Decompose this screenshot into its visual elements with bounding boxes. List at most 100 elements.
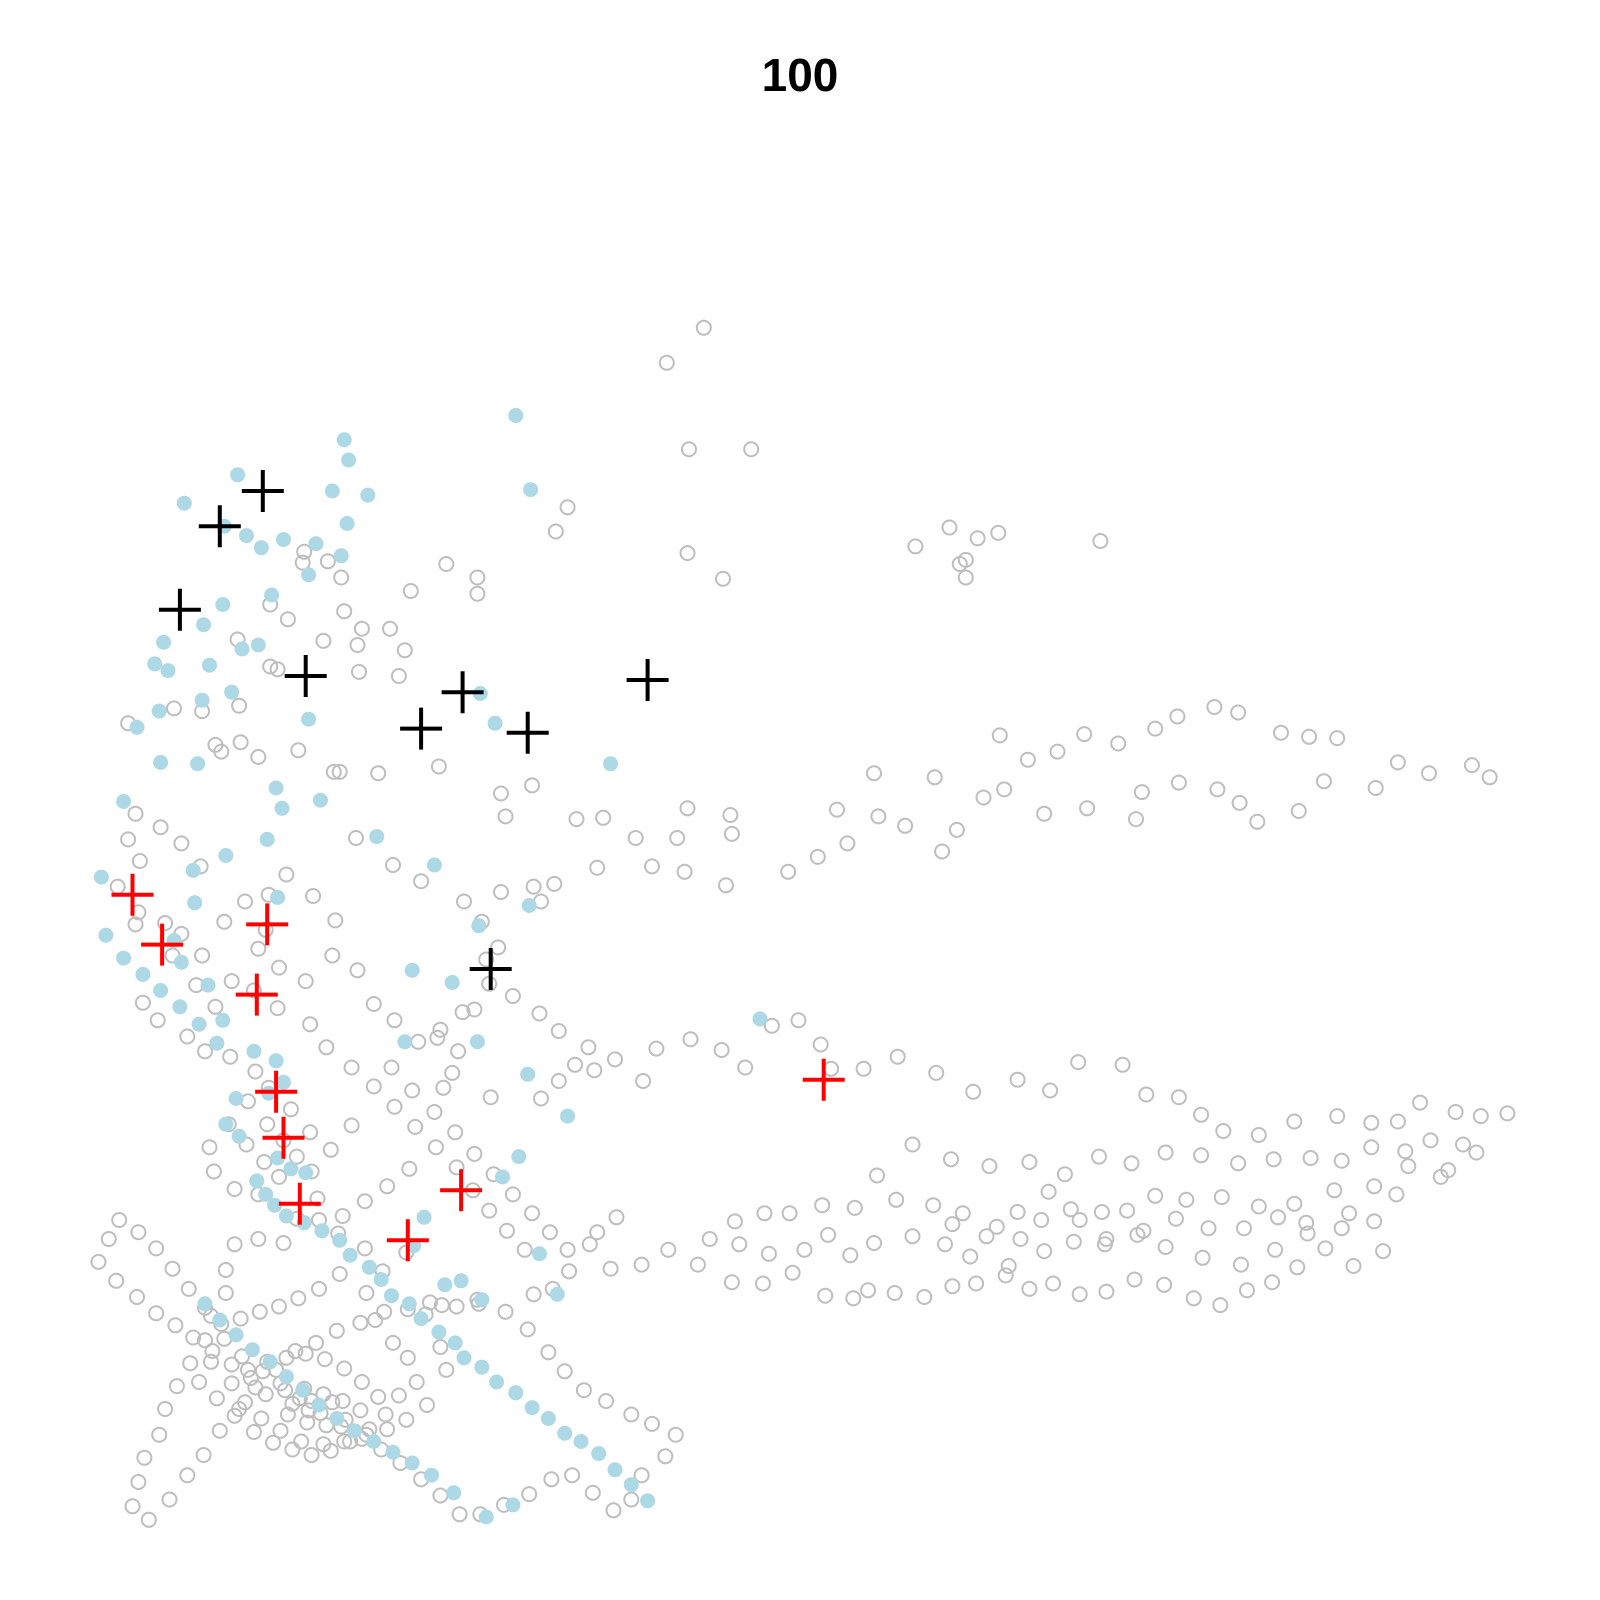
open-point	[297, 973, 314, 990]
open-point	[723, 825, 740, 842]
open-point	[623, 1491, 640, 1508]
open-point	[250, 749, 267, 765]
open-point	[299, 1414, 316, 1431]
open-point	[271, 959, 287, 976]
open-point	[1499, 1105, 1516, 1122]
open-point	[928, 1064, 945, 1081]
filled-point	[474, 1292, 490, 1308]
open-point	[432, 1021, 449, 1038]
filled-point	[540, 1411, 556, 1426]
open-point	[180, 1280, 197, 1297]
open-point	[916, 1289, 933, 1305]
open-point	[454, 1004, 471, 1021]
open-point	[390, 1387, 407, 1404]
open-point	[451, 1506, 468, 1523]
filled-point	[173, 954, 189, 970]
open-point	[1326, 1182, 1343, 1199]
open-point	[429, 1029, 446, 1046]
open-point	[978, 1228, 995, 1245]
filled-point	[283, 1161, 299, 1177]
open-point	[343, 1059, 360, 1076]
open-point	[679, 545, 696, 562]
open-point	[519, 1321, 536, 1338]
open-point	[823, 1060, 840, 1077]
open-point	[1317, 1240, 1334, 1257]
open-point	[760, 1245, 777, 1262]
filled-point	[456, 1350, 472, 1366]
open-point	[541, 1224, 558, 1241]
open-point	[1363, 1139, 1380, 1156]
open-point	[1421, 765, 1437, 782]
open-point	[275, 1235, 292, 1251]
open-point	[817, 1287, 834, 1304]
open-point	[318, 1417, 335, 1434]
filled-point	[200, 977, 216, 993]
filled-point	[413, 1311, 429, 1327]
open-point	[763, 1017, 780, 1034]
filled-point	[640, 1493, 656, 1509]
filled-point	[474, 1359, 490, 1375]
open-point	[450, 1043, 467, 1060]
open-point	[540, 1344, 557, 1361]
filled-point	[336, 432, 352, 448]
open-point	[469, 585, 486, 602]
open-point	[1367, 780, 1384, 796]
filled-point	[259, 831, 275, 847]
filled-point	[329, 1411, 345, 1426]
open-point	[1178, 1191, 1195, 1208]
open-point	[1126, 1271, 1143, 1288]
open-point	[481, 1202, 498, 1219]
filled-point	[333, 548, 349, 564]
open-point	[1333, 1152, 1350, 1169]
filled-point	[160, 663, 176, 679]
open-point	[430, 758, 447, 775]
filled-point	[591, 1446, 607, 1462]
open-point	[168, 1378, 185, 1395]
open-point	[682, 1031, 699, 1048]
open-point	[860, 1282, 877, 1299]
open-point	[755, 1275, 771, 1292]
open-point	[351, 663, 367, 680]
open-point	[543, 1471, 560, 1488]
filled-point	[249, 1173, 265, 1189]
open-point	[108, 1272, 125, 1289]
open-point	[217, 1285, 234, 1301]
filled-point	[258, 1186, 274, 1202]
open-point	[1301, 728, 1318, 745]
open-point	[383, 1059, 400, 1076]
open-point	[633, 1467, 650, 1484]
open-point	[533, 1090, 549, 1107]
filled-point	[603, 756, 619, 772]
open-point	[195, 1447, 212, 1463]
red-cross-marker	[111, 873, 154, 916]
open-point	[1468, 1144, 1485, 1161]
open-point	[564, 1467, 581, 1484]
open-point	[1341, 1205, 1358, 1222]
open-point	[644, 1415, 660, 1432]
open-point	[271, 1298, 287, 1315]
open-point	[1265, 1151, 1282, 1168]
filled-point	[215, 1012, 231, 1028]
open-point	[1455, 1136, 1471, 1153]
open-point	[602, 1260, 619, 1277]
open-point	[284, 1441, 301, 1458]
filled-point	[361, 1259, 377, 1275]
open-point	[497, 1303, 514, 1320]
open-point	[559, 499, 576, 516]
open-point	[271, 1168, 287, 1185]
red-cross-marker	[262, 1116, 305, 1159]
filled-point	[270, 889, 286, 905]
open-point	[669, 830, 686, 846]
open-point	[367, 1312, 384, 1328]
open-point	[336, 1433, 353, 1450]
filled-point	[215, 597, 231, 612]
open-point	[466, 1145, 483, 1162]
open-point	[701, 1231, 718, 1247]
open-point	[386, 1012, 403, 1029]
filled-point	[308, 536, 324, 552]
open-point	[575, 1382, 592, 1399]
filled-point	[244, 1342, 260, 1358]
filled-point	[495, 1169, 510, 1185]
open-point	[324, 1394, 341, 1411]
open-point	[1169, 708, 1186, 725]
